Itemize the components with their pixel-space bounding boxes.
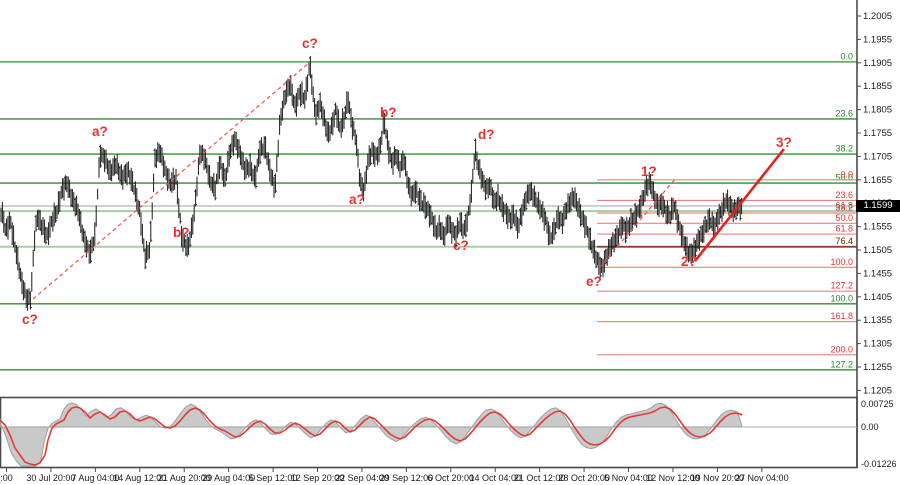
indicator-max-label: 0.00725: [861, 399, 894, 409]
trendline: [693, 148, 786, 262]
wave-label: d?: [478, 127, 495, 142]
price-tick-label: 1.1355: [863, 315, 892, 326]
wave-label: b?: [173, 225, 190, 240]
fib-red-label: 127.2: [830, 281, 853, 291]
fib-green-label: 23.6: [835, 108, 853, 118]
date-tick-label: 30 Jul 20:00: [26, 473, 75, 483]
date-tick-label: 29 Aug 04:00: [202, 473, 255, 483]
price-tick-label: 1.1305: [863, 339, 892, 350]
indicator-zero-label: 0.00: [861, 422, 879, 432]
ohlc-bars-path: [0, 56, 743, 311]
date-tick-label: :00: [0, 473, 13, 483]
trendlines: [32, 61, 786, 300]
fib-green-label: 100.0: [830, 293, 853, 303]
fib-red-label: 76.4: [835, 236, 853, 246]
price-tick-label: 1.2005: [863, 11, 892, 22]
price-tick-label: 1.1505: [863, 245, 892, 256]
date-tick-label: 29 Sep 12:00: [380, 473, 434, 483]
wave-label: 2?: [681, 254, 697, 269]
fib-grid-red: 0.023.638.250.061.876.4100.0127.2161.820…: [597, 169, 857, 356]
price-tick-label: 1.1755: [863, 128, 892, 139]
fib-green-label: 127.2: [830, 359, 853, 369]
price-tick-label: 1.1705: [863, 151, 892, 162]
date-tick-label: 21 Aug 20:00: [158, 473, 211, 483]
wave-labels: c? a? b? d? a? b? c? c? e? 1? 2? 3?: [22, 36, 792, 327]
wave-label: 1?: [641, 164, 657, 179]
wave-label: 3?: [776, 135, 792, 150]
date-tick-label: 12 Nov 12:00: [646, 473, 700, 483]
fib-green-label: 0.0: [840, 51, 853, 61]
fib-green-label: 76.4: [835, 236, 853, 246]
price-tick-label: 1.1405: [863, 292, 892, 303]
price-tick-label: 1.1905: [863, 58, 892, 69]
price-axis: 1.2005 1.1955 1.1905 1.1855 1.1805 1.1755 1.17…: [856, 0, 892, 468]
price-tick-label: 1.1205: [863, 385, 892, 396]
date-tick-label: 5 Sep 12:00: [249, 473, 298, 483]
price-bars: [0, 56, 743, 311]
date-tick-label: 6 Oct 20:00: [428, 473, 475, 483]
fib-red-label: 0.0: [840, 169, 853, 179]
indicator-frame: [0, 396, 858, 469]
oscillator-histogram-area: [0, 402, 743, 467]
wave-label: c?: [22, 312, 38, 327]
fib-red-label: 38.2: [835, 203, 853, 213]
fib-green-label: 38.2: [835, 144, 853, 154]
price-tick-label: 1.1255: [863, 362, 892, 373]
date-tick-label: 7 Aug 04:00: [71, 473, 119, 483]
fib-green-label: 50.0: [835, 173, 853, 183]
date-tick-label: 12 Sep 20:00: [291, 473, 345, 483]
price-tick-label: 1.1855: [863, 81, 892, 92]
fib-red-label: 23.6: [835, 190, 853, 200]
wave-label: e?: [586, 274, 602, 289]
date-tick-label: 22 Sep 04:00: [335, 473, 389, 483]
date-tick-label: 28 Oct 20:00: [558, 473, 610, 483]
current-price-badge: 1.1599: [856, 200, 900, 212]
price-tick-label: 1.1455: [863, 268, 892, 279]
wave-label: b?: [380, 105, 397, 120]
date-tick-label: 27 Nov 04:00: [735, 473, 789, 483]
fib-red-label: 200.0: [830, 344, 853, 354]
fib-red-label: 61.8: [835, 224, 853, 234]
date-tick-label: 14 Aug 12:00: [113, 473, 166, 483]
wave-label: a?: [92, 124, 108, 139]
trendline: [598, 177, 677, 269]
date-tick-label: 19 Nov 20:00: [691, 473, 745, 483]
price-tick-label: 1.1555: [863, 222, 892, 233]
price-tick-label: 1.1655: [863, 175, 892, 186]
wave-label: a?: [349, 192, 365, 207]
fib-red-label: 161.8: [830, 311, 853, 321]
trendline: [32, 61, 311, 300]
price-tick-label: 1.1955: [863, 34, 892, 45]
indicator-pane: 0.00725 0.00 -0.01226: [0, 396, 897, 469]
oscillator-signal-line: [0, 406, 743, 466]
date-tick-label: 21 Oct 12:00: [514, 473, 566, 483]
date-tick-label: 5 Nov 04:00: [604, 473, 653, 483]
fib-red-label: 50.0: [835, 213, 853, 223]
fib-red-label: 100.0: [830, 257, 853, 267]
wave-label: c?: [453, 238, 469, 253]
price-tick-label: 1.1805: [863, 105, 892, 116]
indicator-min-label: -0.01226: [861, 459, 897, 469]
wave-label: c?: [302, 36, 318, 51]
date-tick-label: 14 Oct 04:00: [469, 473, 521, 483]
